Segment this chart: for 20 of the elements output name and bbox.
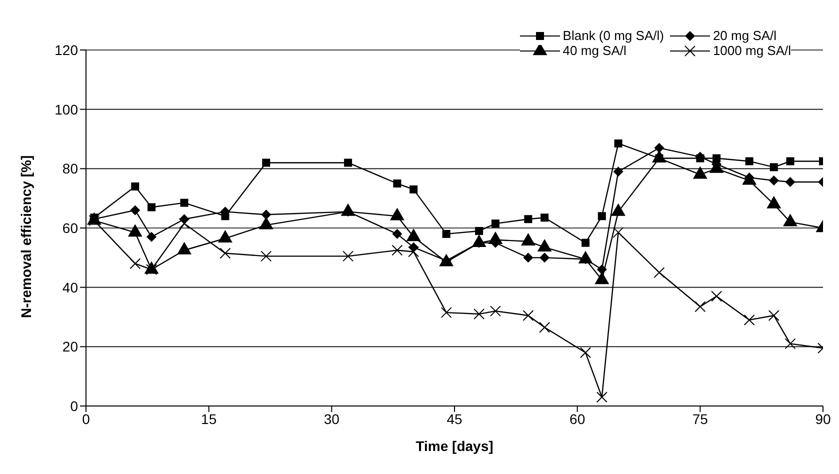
x-tick-label: 30 (324, 410, 340, 427)
y-tick-label: 0 (70, 398, 78, 414)
legend-label: Blank (0 mg SA/l) (562, 28, 664, 43)
x-tick-label: 45 (446, 410, 462, 427)
y-tick-label: 120 (54, 42, 78, 58)
legend-label: 20 mg SA/l (712, 28, 777, 43)
legend-label: 1000 mg SA/l (712, 43, 791, 58)
y-tick-label: 80 (62, 160, 78, 177)
x-tick-label: 75 (692, 410, 708, 427)
y-tick-label: 100 (54, 101, 78, 118)
x-axis-title: Time [days] (416, 438, 494, 454)
x-tick-label: 60 (570, 410, 586, 427)
x-tick-label: 15 (201, 410, 217, 427)
legend-label: 40 mg SA/l (562, 43, 626, 58)
x-tick-label: 90 (815, 410, 831, 427)
y-tick-label: 60 (62, 220, 78, 236)
y-tick-label: 40 (62, 279, 78, 296)
y-tick-label: 20 (62, 338, 78, 355)
x-tick-label: 0 (82, 410, 90, 427)
y-axis-title: N-removal efficiency [%] (18, 155, 34, 318)
